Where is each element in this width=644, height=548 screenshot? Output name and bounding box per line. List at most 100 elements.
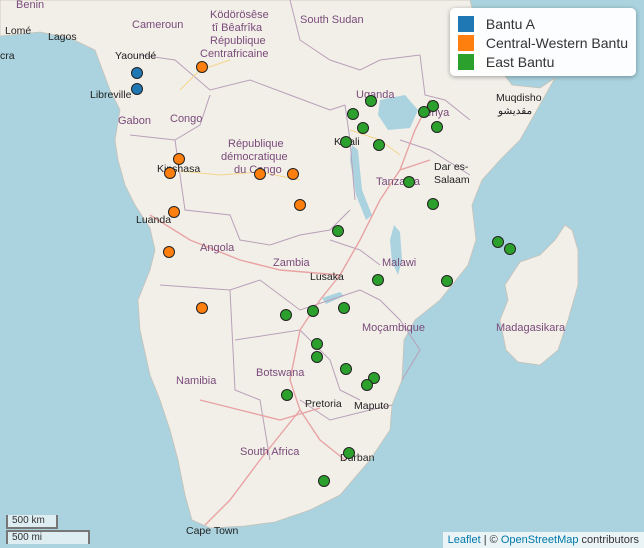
legend-swatch-east-bantu [457, 53, 474, 70]
label-muqdisho: Muqdisho [496, 92, 542, 104]
marker-central-western-bantu[interactable] [168, 206, 180, 218]
lake-tanganyika [350, 145, 372, 220]
label-rdc-2: démocratique [221, 151, 288, 163]
legend-item-bantu-a: Bantu A [457, 14, 628, 33]
marker-east-bantu[interactable] [307, 305, 319, 317]
marker-east-bantu[interactable] [441, 275, 453, 287]
marker-east-bantu[interactable] [361, 379, 373, 391]
marker-east-bantu[interactable] [403, 176, 415, 188]
label-mocambique: Moçambique [362, 322, 425, 334]
attribution-separator: | © [480, 534, 501, 546]
label-zambia: Zambia [273, 257, 311, 269]
markers-central-western-bantu [163, 61, 306, 314]
legend-item-east-bantu: East Bantu [457, 52, 628, 71]
label-lagos: Lagos [48, 31, 77, 43]
marker-east-bantu[interactable] [504, 243, 516, 255]
label-republique-ca: République [210, 35, 266, 47]
marker-central-western-bantu[interactable] [196, 302, 208, 314]
legend-label: Central-Western Bantu [485, 34, 628, 51]
label-botswana: Botswana [256, 367, 305, 379]
attribution-contributors: contributors [578, 534, 639, 546]
africa-land [0, 0, 556, 529]
markers-bantu-a [131, 67, 143, 95]
label-muqdisho-ar: مقديشو [497, 105, 533, 117]
marker-east-bantu[interactable] [373, 139, 385, 151]
label-namibia: Namibia [176, 375, 217, 387]
osm-link[interactable]: OpenStreetMap [500, 534, 579, 546]
marker-east-bantu[interactable] [492, 236, 504, 248]
place-labels: Benin Lomé Lagos cra Cameroun Ködörösêse… [0, 0, 566, 537]
marker-east-bantu[interactable] [280, 309, 292, 321]
legend-swatch-bantu-a [457, 15, 474, 32]
attribution: Leaflet | © OpenStreetMap contributors [442, 532, 644, 548]
marker-central-western-bantu[interactable] [163, 246, 175, 258]
label-luanda: Luanda [136, 214, 171, 226]
marker-central-western-bantu[interactable] [164, 167, 176, 179]
marker-east-bantu[interactable] [338, 302, 350, 314]
marker-east-bantu[interactable] [311, 338, 323, 350]
madagascar-land [499, 224, 579, 366]
label-cra: cra [0, 50, 15, 62]
label-madagasikara: Madagasikara [496, 322, 566, 334]
label-malawi: Malawi [382, 257, 416, 269]
markers-east-bantu [280, 95, 516, 487]
lake-victoria [378, 95, 418, 130]
label-lome: Lomé [5, 25, 31, 37]
label-maputo: Maputo [354, 400, 389, 412]
marker-east-bantu[interactable] [368, 372, 380, 384]
label-south-africa: South Africa [240, 446, 300, 458]
legend: Bantu A Central-Western Bantu East Bantu [449, 8, 636, 76]
marker-east-bantu[interactable] [431, 121, 443, 133]
label-cape-town: Cape Town [186, 525, 239, 537]
marker-east-bantu[interactable] [281, 389, 293, 401]
marker-bantu-a[interactable] [131, 67, 143, 79]
marker-east-bantu[interactable] [343, 447, 355, 459]
label-centrafricaine: Centrafricaine [200, 48, 268, 60]
label-pretoria: Pretoria [305, 398, 342, 410]
label-ti-beafrika: tî Bêafrîka [212, 22, 263, 34]
scale-km: 500 km [6, 515, 58, 529]
marker-bantu-a[interactable] [131, 83, 143, 95]
country-borders [129, 0, 471, 461]
marker-central-western-bantu[interactable] [294, 199, 306, 211]
marker-east-bantu[interactable] [340, 136, 352, 148]
label-angola: Angola [200, 242, 235, 254]
legend-label: Bantu A [485, 15, 535, 32]
legend-swatch-central-western-bantu [457, 34, 474, 51]
label-kodorosese: Ködörösêse [210, 9, 269, 21]
legend-label: East Bantu [485, 53, 555, 70]
lake-malawi [390, 225, 402, 275]
marker-east-bantu[interactable] [347, 108, 359, 120]
marker-east-bantu[interactable] [332, 225, 344, 237]
marker-east-bantu[interactable] [372, 274, 384, 286]
label-south-sudan: South Sudan [300, 14, 364, 26]
marker-central-western-bantu[interactable] [287, 168, 299, 180]
leaflet-link[interactable]: Leaflet [447, 534, 481, 546]
marker-central-western-bantu[interactable] [254, 168, 266, 180]
marker-central-western-bantu[interactable] [196, 61, 208, 73]
label-yaounde: Yaoundé [115, 50, 156, 62]
marker-east-bantu[interactable] [311, 351, 323, 363]
scale-mi: 500 mi [6, 530, 90, 544]
marker-east-bantu[interactable] [427, 100, 439, 112]
label-congo: Congo [170, 113, 202, 125]
marker-central-western-bantu[interactable] [173, 153, 185, 165]
label-dar-1: Dar es- [434, 161, 469, 173]
legend-item-central-western-bantu: Central-Western Bantu [457, 33, 628, 52]
marker-east-bantu[interactable] [357, 122, 369, 134]
label-libreville: Libreville [90, 89, 132, 101]
label-cameroun: Cameroun [132, 19, 183, 31]
label-gabon: Gabon [118, 115, 151, 127]
major-roads [149, 99, 431, 526]
marker-east-bantu[interactable] [427, 198, 439, 210]
marker-east-bantu[interactable] [365, 95, 377, 107]
label-benin: Benin [16, 0, 44, 11]
marker-east-bantu[interactable] [418, 106, 430, 118]
marker-east-bantu[interactable] [340, 363, 352, 375]
label-rdc-1: République [228, 138, 284, 150]
label-lusaka: Lusaka [310, 271, 344, 283]
scale-bar: 500 km 500 mi [6, 514, 90, 544]
label-dar-2: Salaam [434, 174, 470, 186]
marker-east-bantu[interactable] [318, 475, 330, 487]
